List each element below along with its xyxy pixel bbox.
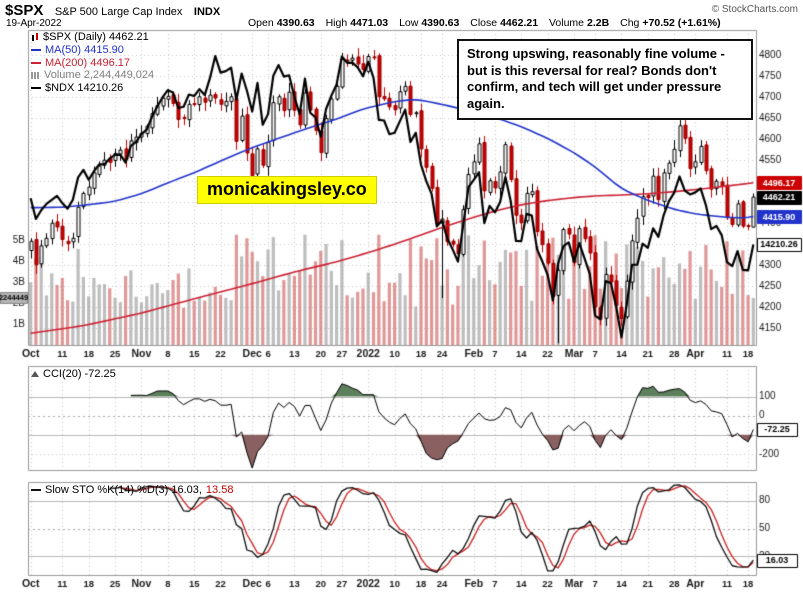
high-value: 4471.03 [350,17,389,29]
annotation-note: Strong upswing, reasonably fine volume -… [457,39,753,120]
close-value: 4462.21 [500,17,539,29]
cci-legend: CCI(20) -72.25 [31,368,116,380]
volume-bars-icon [31,71,40,79]
legend-spx: $SPX (Daily) 4462.21 [43,31,149,43]
sto-legend: Slow STO %K(14) %D(3) 16.03, 13.58 [31,484,233,496]
chart-date: 19-Apr-2022 [6,18,62,29]
volume-value: 2.2B [587,17,610,29]
ma50-line-icon [31,48,41,51]
indicator-icon [31,371,39,378]
ndx-line-icon [31,87,41,90]
sto-label: Slow STO %K(14) %D(3) 16.03, [45,484,202,496]
low-value: 4390.63 [421,17,460,29]
sto-d-value: 13.58 [205,484,234,496]
close-label: Close [470,17,498,29]
legend-ndx: $NDX 14210.26 [45,82,124,95]
candlestick-icon [31,32,39,42]
change-label: Chg [620,17,640,29]
volume-label: Volume [548,17,585,29]
ma200-line-icon [31,61,41,64]
change-value: +70.52 (+1.61%) [642,17,721,29]
legend-ma50: MA(50) 4415.90 [45,43,124,56]
open-label: Open [248,17,274,29]
stockcharts-copyright: © StockCharts.com [711,4,798,15]
legend-volume: Volume 2,244,449,024 [44,69,155,82]
legend-ma200: MA(200) 4496.17 [45,56,130,69]
symbol-label: $SPX [5,2,44,19]
low-label: Low [399,17,419,29]
index-name-label: S&P 500 Large Cap Index [54,6,183,18]
high-label: High [325,17,348,29]
chart-header: $SPX S&P 500 Large Cap Index INDX [5,2,220,20]
watermark: monicakingsley.co [197,176,377,204]
exchange-label: INDX [193,6,221,18]
sto-line-icon [31,489,41,492]
main-chart-legend: $SPX (Daily) 4462.21 MA(50) 4415.90 MA(2… [31,31,154,95]
cci-label: CCI(20) -72.25 [43,368,116,380]
open-value: 4390.63 [276,17,315,29]
quote-row: Open 4390.63 High 4471.03 Low 4390.63 Close… [240,17,721,29]
